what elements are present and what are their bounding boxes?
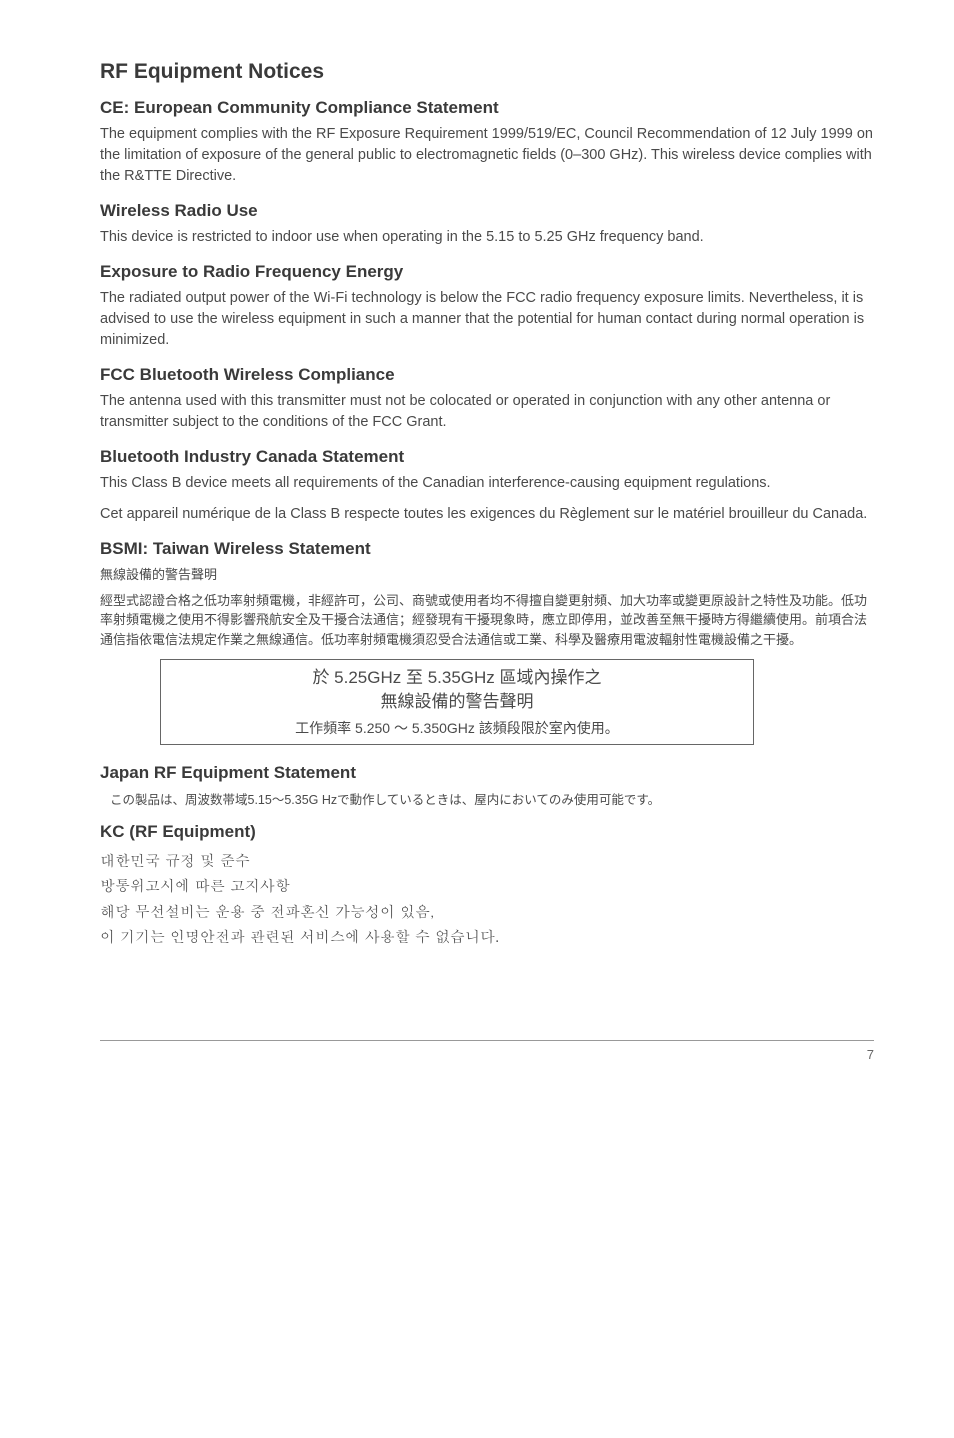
japan-body: この製品は、周波数帯域5.15～5.35G Hzで動作しているときは、屋内におい… (110, 789, 874, 808)
bsmi-warning-box: 於 5.25GHz 至 5.35GHz 區域內操作之 無線設備的警告聲明 工作頻… (160, 659, 754, 745)
section-heading-ce: CE: European Community Compliance Statem… (100, 98, 874, 118)
bsmi-box-sub: 工作頻率 5.250 ～ 5.350GHz 該頻段限於室內使用。 (171, 718, 743, 738)
kc-line2: 방통위고시에 따른 고지사항 (100, 873, 874, 899)
bsmi-box-line2: 無線設備的警告聲明 (171, 690, 743, 714)
section-heading-bt-canada: Bluetooth Industry Canada Statement (100, 447, 874, 467)
section-heading-japan: Japan RF Equipment Statement (100, 763, 874, 783)
section-body-wireless: This device is restricted to indoor use … (100, 227, 874, 248)
section-body-exposure: The radiated output power of the Wi-Fi t… (100, 288, 874, 351)
page-footer: 7 (100, 1040, 874, 1062)
kc-body: 대한민국 규정 및 준수 방통위고시에 따른 고지사항 해당 무선설비는 운용 … (100, 848, 874, 950)
section-heading-wireless: Wireless Radio Use (100, 201, 874, 221)
section-heading-fcc-bt: FCC Bluetooth Wireless Compliance (100, 365, 874, 385)
section-heading-bsmi: BSMI: Taiwan Wireless Statement (100, 539, 874, 559)
section-heading-exposure: Exposure to Radio Frequency Energy (100, 262, 874, 282)
kc-line3: 해당 무선설비는 운용 중 전파혼신 가능성이 있음, (100, 899, 874, 925)
section-body-bt-canada-1: This Class B device meets all requiremen… (100, 473, 874, 494)
page-number: 7 (867, 1047, 874, 1062)
page-title: RF Equipment Notices (100, 60, 874, 84)
section-heading-kc: KC (RF Equipment) (100, 822, 874, 842)
bsmi-cjk-title: 無線設備的警告聲明 (100, 565, 874, 585)
kc-line4: 이 기기는 인명안전과 관련된 서비스에 사용할 수 없습니다. (100, 924, 874, 950)
bsmi-box-line1: 於 5.25GHz 至 5.35GHz 區域內操作之 (171, 666, 743, 690)
bsmi-cjk-body: 經型式認證合格之低功率射頻電機，非經許可，公司、商號或使用者均不得擅自變更射頻、… (100, 591, 874, 650)
kc-line1: 대한민국 규정 및 준수 (100, 848, 874, 874)
section-body-bt-canada-2: Cet appareil numérique de la Class B res… (100, 504, 874, 525)
section-body-fcc-bt: The antenna used with this transmitter m… (100, 391, 874, 433)
section-body-ce: The equipment complies with the RF Expos… (100, 124, 874, 187)
